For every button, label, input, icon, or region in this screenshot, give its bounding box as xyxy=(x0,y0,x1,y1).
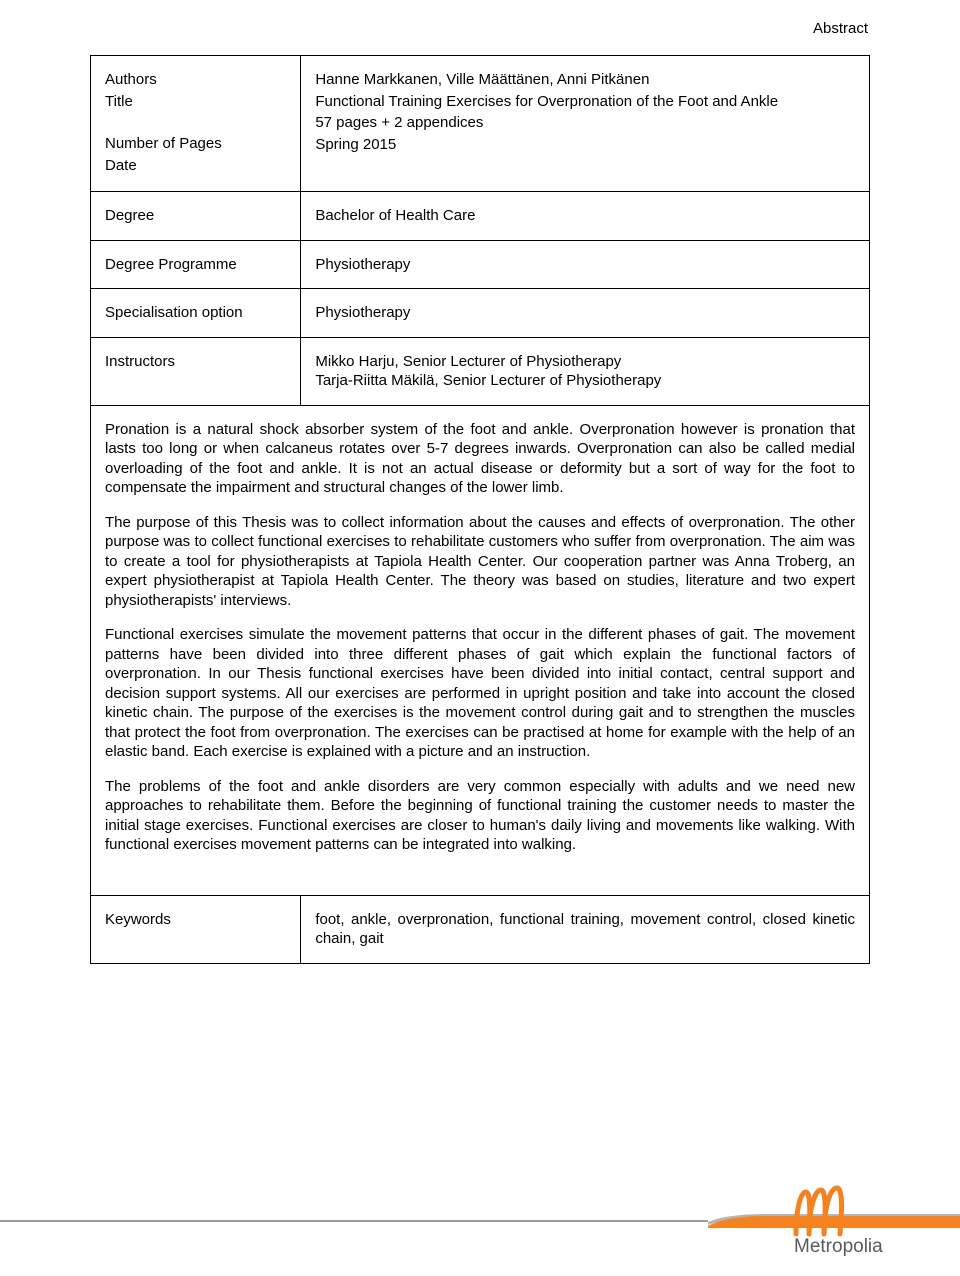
instructor-1: Mikko Harju, Senior Lecturer of Physioth… xyxy=(315,352,855,372)
degree-value: Bachelor of Health Care xyxy=(301,192,870,241)
specialisation-value: Physiotherapy xyxy=(301,289,870,338)
abstract-label: Abstract xyxy=(90,20,870,37)
table-row: Pronation is a natural shock absorber sy… xyxy=(91,405,870,895)
date-label: Date xyxy=(105,156,286,176)
body-paragraph: Pronation is a natural shock absorber sy… xyxy=(105,420,855,498)
programme-label: Degree Programme xyxy=(91,240,301,289)
pages-value: 57 pages + 2 appendices xyxy=(315,113,855,133)
footer-line xyxy=(0,1220,708,1222)
keywords-label: Keywords xyxy=(91,895,301,963)
title-label: Title xyxy=(105,92,286,112)
programme-value: Physiotherapy xyxy=(301,240,870,289)
table-row: Authors Title Number of Pages Date Hanne… xyxy=(91,56,870,192)
date-value: Spring 2015 xyxy=(315,135,855,155)
title-value: Functional Training Exercises for Overpr… xyxy=(315,92,855,112)
instructor-2: Tarja-Riitta Mäkilä, Senior Lecturer of … xyxy=(315,371,855,391)
table-row: Keywords foot, ankle, overpronation, fun… xyxy=(91,895,870,963)
table-row: Degree Bachelor of Health Care xyxy=(91,192,870,241)
degree-label: Degree xyxy=(91,192,301,241)
meta-labels-cell: Authors Title Number of Pages Date xyxy=(91,56,301,192)
abstract-page: Abstract Authors Title Number of Pages D… xyxy=(0,0,960,964)
metropolia-logo: Metropolia xyxy=(786,1182,916,1258)
abstract-table: Authors Title Number of Pages Date Hanne… xyxy=(90,55,870,964)
specialisation-label: Specialisation option xyxy=(91,289,301,338)
keywords-value: foot, ankle, overpronation, functional t… xyxy=(301,895,870,963)
pages-label: Number of Pages xyxy=(105,134,286,154)
instructors-label: Instructors xyxy=(91,337,301,405)
body-paragraph: The problems of the foot and ankle disor… xyxy=(105,777,855,855)
abstract-body-cell: Pronation is a natural shock absorber sy… xyxy=(91,405,870,895)
table-row: Instructors Mikko Harju, Senior Lecturer… xyxy=(91,337,870,405)
authors-value: Hanne Markkanen, Ville Määttänen, Anni P… xyxy=(315,70,855,90)
table-row: Degree Programme Physiotherapy xyxy=(91,240,870,289)
authors-label: Authors xyxy=(105,70,286,90)
meta-values-cell: Hanne Markkanen, Ville Määttänen, Anni P… xyxy=(301,56,870,192)
logo-text: Metropolia xyxy=(794,1236,883,1257)
body-paragraph: Functional exercises simulate the moveme… xyxy=(105,625,855,762)
instructors-value: Mikko Harju, Senior Lecturer of Physioth… xyxy=(301,337,870,405)
table-row: Specialisation option Physiotherapy xyxy=(91,289,870,338)
body-paragraph: The purpose of this Thesis was to collec… xyxy=(105,513,855,611)
